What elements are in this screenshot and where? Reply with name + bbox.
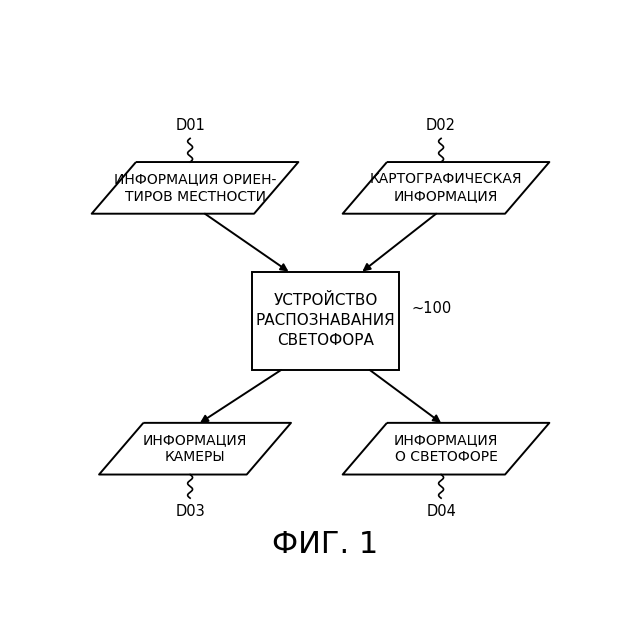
Text: D01: D01 <box>175 118 205 132</box>
Text: ФИГ. 1: ФИГ. 1 <box>272 530 378 559</box>
Text: ~100: ~100 <box>411 301 452 316</box>
Text: ИНФОРМАЦИЯ
О СВЕТОФОРЕ: ИНФОРМАЦИЯ О СВЕТОФОРЕ <box>394 433 498 465</box>
Text: D04: D04 <box>426 504 456 519</box>
Text: КАРТОГРАФИЧЕСКАЯ
ИНФОРМАЦИЯ: КАРТОГРАФИЧЕСКАЯ ИНФОРМАЦИЯ <box>370 172 522 204</box>
Text: D03: D03 <box>175 504 205 519</box>
Text: УСТРОЙСТВО
РАСПОЗНАВАНИЯ
СВЕТОФОРА: УСТРОЙСТВО РАСПОЗНАВАНИЯ СВЕТОФОРА <box>255 293 396 348</box>
Text: ИНФОРМАЦИЯ ОРИЕН-
ТИРОВ МЕСТНОСТИ: ИНФОРМАЦИЯ ОРИЕН- ТИРОВ МЕСТНОСТИ <box>114 172 276 204</box>
Bar <box>251 271 399 370</box>
Text: ИНФОРМАЦИЯ
КАМЕРЫ: ИНФОРМАЦИЯ КАМЕРЫ <box>143 433 247 465</box>
Text: D02: D02 <box>426 118 456 132</box>
